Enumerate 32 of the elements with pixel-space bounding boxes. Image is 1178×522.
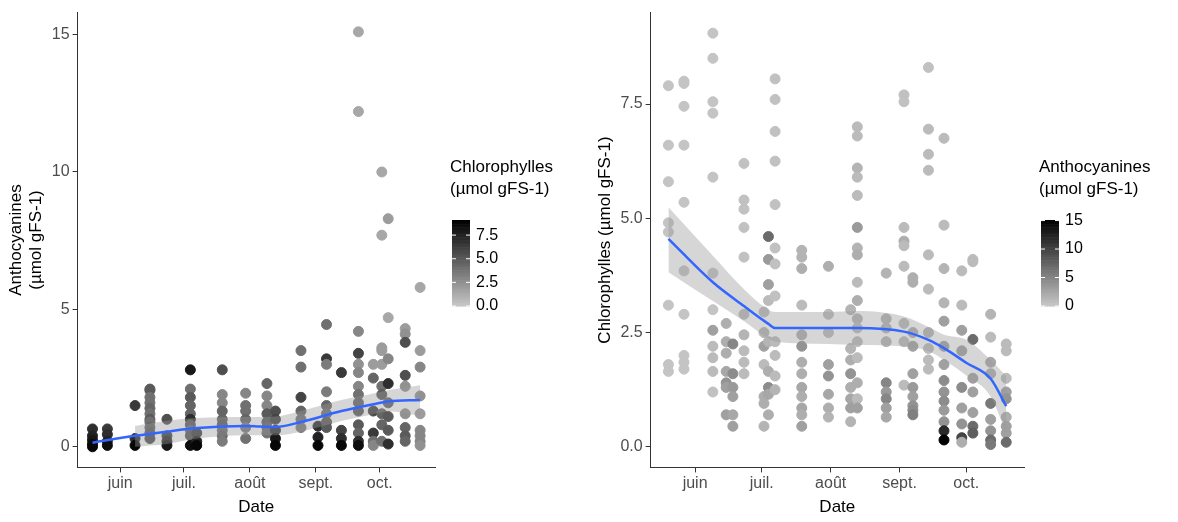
color-bar-label: 0 bbox=[1065, 296, 1074, 314]
x-tick-label: juil. bbox=[748, 474, 774, 492]
color-bar-title: Chlorophylles (µmol gFS-1) bbox=[450, 157, 553, 198]
y-tick-label: 0 bbox=[60, 437, 70, 455]
y-tick-label: 5 bbox=[60, 299, 70, 317]
x-tick-label: juin bbox=[681, 474, 708, 492]
x-tick-label: juin bbox=[106, 474, 133, 492]
x-tick-label: oct. bbox=[366, 474, 393, 492]
x-tick-label: août bbox=[234, 474, 267, 492]
color-bar-label: 0.0 bbox=[476, 296, 499, 314]
y-tick-label: 0.0 bbox=[620, 437, 643, 455]
x-tick-label: sept. bbox=[882, 474, 917, 492]
x-tick-label: juil. bbox=[170, 474, 196, 492]
y-tick-label: 15 bbox=[51, 24, 70, 42]
x-axis-title: Date bbox=[238, 497, 275, 517]
y-tick-label: 5.0 bbox=[620, 208, 643, 226]
x-axis-title: Date bbox=[819, 497, 856, 517]
color-bar-label: 15 bbox=[1065, 210, 1083, 228]
y-axis-title: Anthocyanines (µmol gFS-1) bbox=[5, 184, 46, 296]
y-tick-label: 7.5 bbox=[620, 94, 643, 112]
x-tick-label: sept. bbox=[298, 474, 334, 492]
color-bar-label: 2.5 bbox=[476, 272, 499, 290]
color-bar-label: 5.0 bbox=[476, 249, 499, 267]
color-bar-title: Anthocyanines (µmol gFS-1) bbox=[1039, 157, 1151, 198]
color-bar-label: 7.5 bbox=[476, 225, 499, 243]
y-tick-label: 10 bbox=[51, 162, 70, 180]
x-tick-label: août bbox=[815, 474, 847, 492]
color-bar-label: 10 bbox=[1065, 239, 1083, 257]
x-tick-label: oct. bbox=[953, 474, 980, 492]
color-bar-label: 5 bbox=[1065, 267, 1074, 285]
y-axis-title: Chlorophylles (µmol gFS-1) bbox=[594, 136, 614, 344]
y-tick-label: 2.5 bbox=[620, 322, 643, 340]
